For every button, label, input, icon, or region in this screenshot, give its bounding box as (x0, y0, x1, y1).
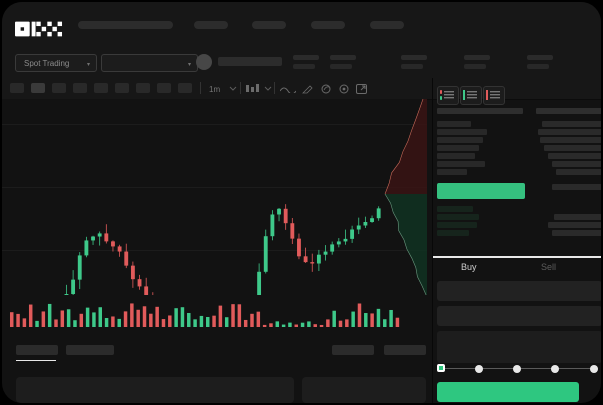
svg-text:1m: 1m (209, 85, 220, 94)
